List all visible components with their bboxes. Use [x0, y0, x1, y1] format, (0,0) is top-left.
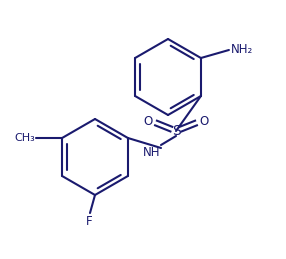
- Text: O: O: [144, 114, 153, 127]
- Text: NH₂: NH₂: [231, 42, 253, 55]
- Text: NH: NH: [142, 146, 160, 159]
- Text: F: F: [86, 215, 92, 228]
- Text: CH₃: CH₃: [14, 133, 35, 143]
- Text: O: O: [199, 114, 208, 127]
- Text: S: S: [172, 124, 180, 138]
